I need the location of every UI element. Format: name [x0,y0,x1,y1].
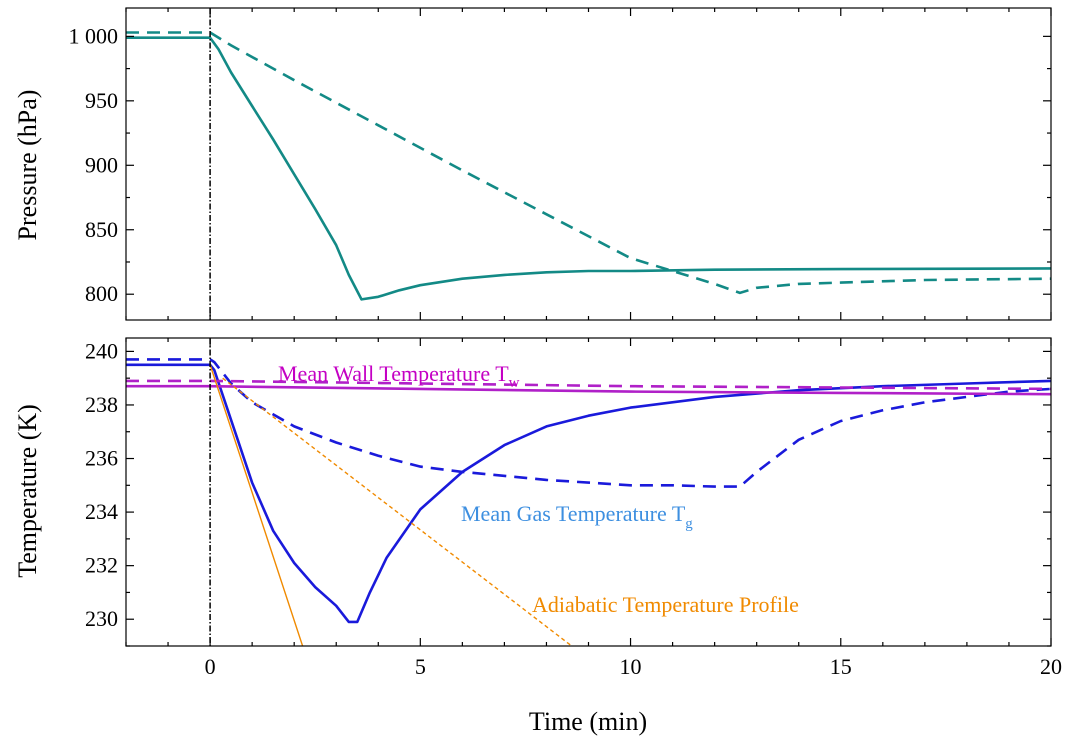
pressure-series-group [126,31,1051,301]
temperature-xtick-label: 0 [205,654,216,679]
pressure-ytick-label: 950 [85,88,118,113]
adiabatic-profile-annotation: Adiabatic Temperature Profile [532,592,799,617]
gas-temperature-label: Mean Gas Temperature T [461,501,686,526]
time-axis-title: Time (min) [529,707,647,736]
pressure-series-line-1-dashed [126,31,1051,295]
temperature-series-line-4-solid-thin [209,364,304,646]
pressure-ytick-label: 850 [85,217,118,242]
pressure-series-line-0-solid [126,36,1051,301]
temperature-xtick-label: 5 [415,654,426,679]
temperature-series-group [126,358,1051,646]
temperature-series-line-5-dotted-thin [222,377,573,646]
temperature-ytick-label: 240 [85,338,118,363]
temperature-series-line-3-dashed [126,379,1051,391]
pressure-ytick-label: 1 000 [69,23,119,48]
wall-temperature-subscript: w [509,375,520,391]
temperature-xtick-label: 10 [620,654,642,679]
pressure-axis-title: Pressure (hPa) [13,90,42,241]
pressure-panel: 800 850 900 950 1 000 [69,7,1052,321]
wall-temperature-annotation: Mean Wall Temperature Tw [278,361,520,391]
pressure-ytick-label: 800 [85,281,118,306]
pressure-ytick-label: 900 [85,152,118,177]
temperature-series-line-0-solid [126,363,1051,624]
temperature-ytick-label: 236 [85,446,118,471]
gas-temperature-annotation: Mean Gas Temperature Tg [461,501,693,532]
temperature-panel: 230 232 234 236 238 240 0 5 10 15 20 [85,337,1062,679]
temperature-series-line-2-solid [126,384,1051,396]
temperature-xtick-label: 20 [1040,654,1062,679]
temperature-ytick-label: 232 [85,553,118,578]
gas-temperature-subscript: g [685,516,693,532]
temperature-ytick-label: 234 [85,499,118,524]
temperature-series-line-1-dashed [126,358,1051,488]
temperature-ytick-label: 230 [85,606,118,631]
temperature-ytick-label: 238 [85,392,118,417]
wall-temperature-label: Mean Wall Temperature T [278,361,509,386]
pressure-frame [125,7,1052,321]
temperature-xtick-label: 15 [830,654,852,679]
temperature-axis-title: Temperature (K) [13,404,42,578]
